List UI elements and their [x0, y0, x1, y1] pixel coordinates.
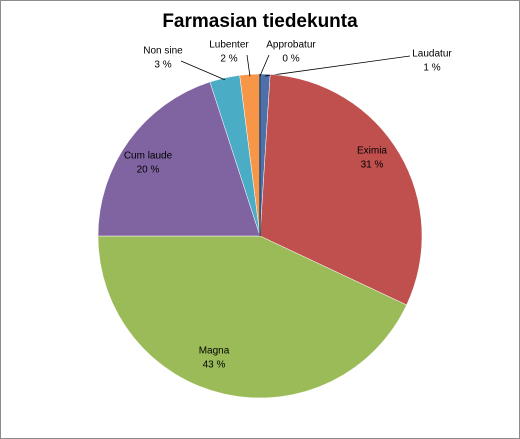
- slice-label: Approbatur: [266, 40, 316, 51]
- slice-label: Non sine: [143, 46, 183, 57]
- slice-value-label: 43 %: [203, 360, 226, 371]
- slice-label: Cum laude: [124, 151, 173, 162]
- slice-label: Laudatur: [412, 49, 452, 60]
- leader-line: [259, 54, 270, 77]
- slice-value-label: 20 %: [137, 165, 160, 176]
- slice-value-label: 2 %: [220, 54, 237, 65]
- slice-value-label: 3 %: [154, 60, 171, 71]
- slice-label: Magna: [199, 346, 230, 357]
- leader-line: [246, 54, 251, 77]
- chart-title: Farmasian tiedekunta: [162, 11, 358, 32]
- pie-slice: [97, 81, 261, 237]
- leader-line: [180, 60, 226, 81]
- pie-slice: [97, 235, 407, 399]
- slice-value-label: 31 %: [361, 160, 384, 171]
- slice-label: Lubenter: [209, 40, 249, 51]
- slice-label: Eximia: [357, 146, 387, 157]
- pie-slice: [259, 74, 423, 306]
- slice-value-label: 0 %: [282, 54, 299, 65]
- leader-line: [264, 55, 411, 77]
- slice-value-label: 1 %: [423, 63, 440, 74]
